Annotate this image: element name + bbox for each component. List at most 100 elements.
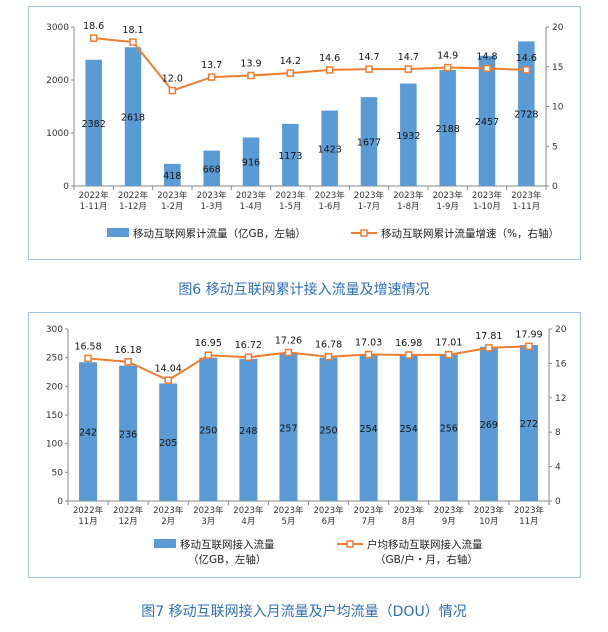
x-tick-label: 2023年 10月 xyxy=(474,505,505,527)
line-marker xyxy=(324,352,333,361)
chart-fig7: 0 50 100 150 200 250 300 0 4 8 12 16 20 2022年 11月 2022年… xyxy=(46,325,567,566)
x-tick-label: 2023年 6月 xyxy=(313,505,344,527)
bar-value-label: 1173 xyxy=(278,151,302,162)
line-marker xyxy=(364,350,373,359)
bar xyxy=(242,137,260,186)
x-tick-label: 2022年 1-12月 xyxy=(118,190,149,212)
line-value-label: 14.7 xyxy=(358,52,379,63)
line-marker xyxy=(404,351,413,359)
left-tick-label: 0 xyxy=(63,182,69,192)
line-value-label: 17.99 xyxy=(515,329,542,340)
bar xyxy=(519,345,538,501)
legend-bar-label: 移动互联网接入流量（亿GB，左轴） xyxy=(180,538,275,566)
line-value-label: 17.26 xyxy=(275,336,302,347)
x-tick-label: 2023年 1-8月 xyxy=(393,190,424,212)
left-tick-label: 2000 xyxy=(46,76,69,86)
right-tick-label: 20 xyxy=(552,23,564,33)
bar xyxy=(321,110,338,186)
bar-value-label: 257 xyxy=(279,423,297,434)
x-tick-label: 2023年 9月 xyxy=(434,505,465,527)
bar xyxy=(279,353,298,501)
right-tick-label: 10 xyxy=(552,103,564,113)
legend-line-label: 移动互联网累计流量增速（%，右轴） xyxy=(381,227,559,240)
bar-value-label: 916 xyxy=(242,158,260,169)
bar-value-label: 2728 xyxy=(514,110,538,121)
bar xyxy=(439,70,456,186)
x-tick-label: 2022年 1-11月 xyxy=(79,190,110,212)
bar-value-label: 248 xyxy=(239,426,257,437)
bar xyxy=(518,41,535,186)
line-marker xyxy=(247,71,255,80)
line-value-label: 16.78 xyxy=(315,340,342,351)
right-tick-label: 15 xyxy=(552,63,563,73)
bar-value-label: 250 xyxy=(319,425,337,436)
x-tick-label: 2023年 1-7月 xyxy=(354,190,385,212)
line-marker xyxy=(325,66,334,74)
line-marker xyxy=(168,86,177,95)
right-tick-label: 5 xyxy=(552,142,558,152)
x-tick-label: 2023年 1-9月 xyxy=(433,190,464,212)
bar xyxy=(199,357,218,501)
line-value-label: 13.7 xyxy=(201,60,222,71)
left-tick-label: 1000 xyxy=(46,129,69,139)
line-value-label: 17.01 xyxy=(435,338,462,349)
line-value-label: 12.0 xyxy=(162,74,183,85)
left-tick-label: 0 xyxy=(57,497,63,507)
legend-line-marker xyxy=(360,229,368,237)
line-value-label: 16.98 xyxy=(395,338,422,349)
bar xyxy=(119,365,138,501)
left-tick-label: 3000 xyxy=(46,23,69,33)
x-tick-label: 2023年 1-6月 xyxy=(315,190,346,212)
line-marker xyxy=(164,376,172,385)
line-marker xyxy=(522,66,531,74)
x-tick-label: 2023年 1-4月 xyxy=(236,190,267,212)
bar xyxy=(439,354,458,501)
x-tick-label: 2023年 5月 xyxy=(273,505,304,527)
bar xyxy=(85,59,102,187)
x-tick-label: 2023年 1-5月 xyxy=(275,190,306,212)
line-marker xyxy=(443,63,452,72)
right-tick-label: 16 xyxy=(555,359,567,369)
line-marker xyxy=(445,350,453,359)
line-marker xyxy=(485,344,493,352)
line-value-label: 14.9 xyxy=(437,51,458,62)
bar xyxy=(159,383,178,501)
line-value-label: 18.1 xyxy=(122,25,143,36)
line-value-label: 16.72 xyxy=(235,340,262,351)
chart-panel-fig6: 0 1000 2000 3000 0 5 10 15 20 2022年 1-11月 2022年 1-12… xyxy=(28,6,581,260)
bar xyxy=(319,357,338,501)
chart-fig6: 0 1000 2000 3000 0 5 10 15 20 2022年 1-11月 2022年 1-12… xyxy=(46,21,564,240)
line-marker xyxy=(207,73,216,81)
bar xyxy=(479,346,498,501)
x-tick-label: 2023年 1-3月 xyxy=(197,190,228,212)
bar-value-label: 1677 xyxy=(357,138,381,149)
legend-bar-swatch xyxy=(107,228,129,237)
x-tick-label: 2023年 3月 xyxy=(193,505,224,527)
line-value-label: 16.58 xyxy=(74,341,101,352)
bar xyxy=(360,97,378,186)
series-line xyxy=(93,37,527,92)
bar xyxy=(478,55,496,187)
line-value-label: 17.03 xyxy=(355,338,382,349)
line-marker xyxy=(204,351,213,359)
line-value-label: 13.9 xyxy=(240,58,261,69)
bar-value-label: 236 xyxy=(119,429,137,440)
line-value-label: 16.18 xyxy=(115,345,142,356)
bar-value-label: 2382 xyxy=(82,119,106,130)
bar-value-label: 250 xyxy=(199,425,217,436)
bar-value-label: 269 xyxy=(480,420,498,431)
right-tick-label: 12 xyxy=(555,394,566,404)
left-tick-label: 300 xyxy=(46,325,63,335)
line-marker xyxy=(124,358,132,366)
bar-value-label: 1423 xyxy=(318,144,342,155)
x-tick-label: 2022年 12月 xyxy=(113,505,144,527)
bar xyxy=(124,47,142,186)
line-marker xyxy=(284,348,293,357)
left-tick-label: 150 xyxy=(46,411,63,421)
right-tick-label: 20 xyxy=(555,325,567,335)
bar-value-label: 2188 xyxy=(436,124,460,135)
line-marker xyxy=(129,38,137,46)
line-value-label: 16.95 xyxy=(195,338,222,349)
x-tick-label: 2023年 11月 xyxy=(514,505,545,527)
line-value-label: 14.7 xyxy=(398,52,419,63)
